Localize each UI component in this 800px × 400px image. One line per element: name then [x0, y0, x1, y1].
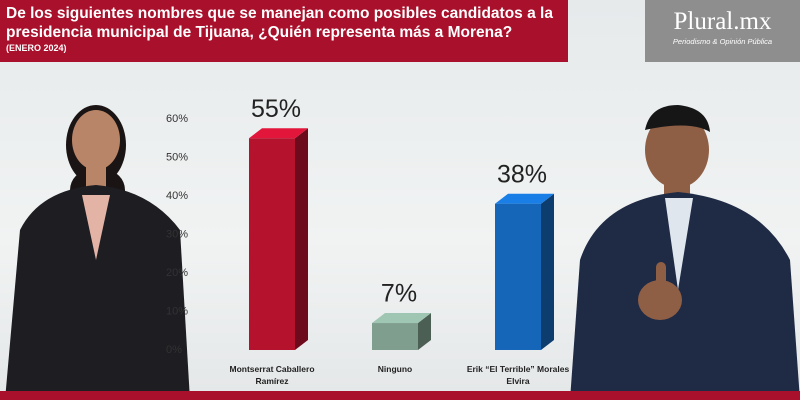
bar [249, 138, 295, 350]
brand-tagline: Periodismo & Opinión Pública [672, 37, 773, 46]
bar-top [249, 128, 308, 139]
value-label: 38% [497, 160, 547, 188]
bar-side [541, 193, 554, 350]
bar-side [295, 128, 308, 350]
y-tick-label: 20% [166, 267, 188, 279]
x-tick-label: Erik “El Terrible” Morales Elvira [466, 364, 570, 386]
y-tick-label: 50% [166, 151, 188, 163]
value-label: 55% [251, 95, 301, 123]
brand-name: Plural.mx [673, 8, 772, 35]
y-tick-label: 10% [166, 305, 188, 317]
chart-title: De los siguientes nombres que se manejan… [6, 5, 553, 41]
y-tick-label: 30% [166, 228, 188, 240]
bar-side [418, 313, 431, 350]
photo-left [5, 105, 190, 400]
title-banner: De los siguientes nombres que se manejan… [0, 0, 568, 62]
chart-subtitle: (ENERO 2024) [6, 43, 67, 53]
x-tick-label: Montserrat Caballero Ramírez [229, 364, 315, 386]
footer-strip [0, 391, 800, 400]
y-tick-label: 40% [166, 190, 188, 202]
x-tick-label: Ninguno [377, 364, 413, 374]
brand-box: Plural.mx Periodismo & Opinión Pública [645, 0, 800, 62]
photo-right [570, 105, 800, 400]
bar-top [495, 193, 554, 204]
y-tick-label: 0% [166, 344, 182, 356]
bar [372, 323, 418, 350]
y-tick-label: 60% [166, 113, 188, 125]
bar [495, 203, 541, 350]
bar-top [372, 313, 431, 324]
value-label: 7% [381, 280, 417, 308]
